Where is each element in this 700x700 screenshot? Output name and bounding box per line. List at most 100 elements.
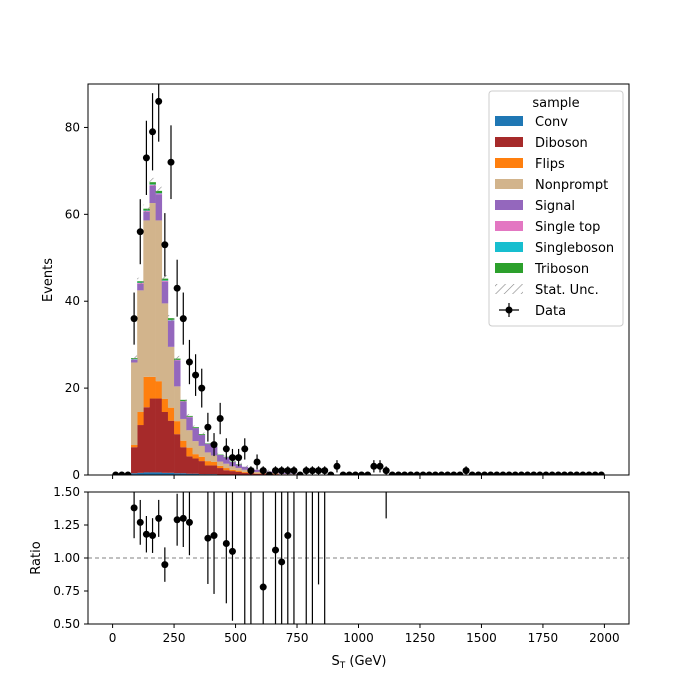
bar-signal bbox=[167, 320, 175, 347]
ratio-y-axis-label: Ratio bbox=[29, 541, 44, 574]
data-point bbox=[136, 228, 144, 236]
bar-flips bbox=[204, 461, 212, 466]
y-tick-label: 60 bbox=[65, 207, 80, 221]
bar-nonprompt bbox=[143, 220, 150, 377]
stat-unc-band bbox=[131, 355, 138, 361]
x-tick-label: 2000 bbox=[589, 631, 620, 645]
data-point bbox=[265, 471, 273, 475]
bar-conv bbox=[180, 473, 187, 475]
ratio-y-tick-label: 1.25 bbox=[53, 518, 80, 532]
data-point bbox=[591, 471, 599, 475]
bar-conv bbox=[192, 473, 199, 475]
data-point bbox=[259, 467, 267, 475]
ratio-point bbox=[204, 534, 212, 542]
stat-unc-band bbox=[204, 441, 211, 446]
data-point bbox=[167, 158, 175, 166]
data-point bbox=[413, 471, 421, 475]
ratio-y-ticks: 0.50 0.75 1.00 1.25 1.50 bbox=[53, 485, 88, 631]
legend-data-marker bbox=[505, 306, 513, 314]
x-tick-label: 250 bbox=[163, 631, 186, 645]
data-point bbox=[185, 358, 193, 366]
ratio-point bbox=[185, 518, 193, 526]
stat-unc-band bbox=[198, 432, 205, 436]
bar-flips bbox=[198, 456, 206, 462]
data-point bbox=[462, 467, 470, 475]
legend-swatch bbox=[495, 158, 523, 168]
bar-nonprompt bbox=[180, 418, 187, 441]
data-point bbox=[284, 467, 292, 475]
stat-unc-band bbox=[253, 468, 261, 472]
ratio-point bbox=[179, 514, 187, 522]
bar-signal bbox=[161, 281, 169, 304]
bar-signal bbox=[137, 283, 144, 291]
bar-nonprompt bbox=[167, 346, 175, 408]
bar-flips bbox=[186, 447, 193, 457]
data-point bbox=[554, 471, 562, 475]
data-point bbox=[345, 471, 353, 475]
bar-nonprompt bbox=[192, 441, 199, 455]
data-point bbox=[419, 471, 427, 475]
bar-flips bbox=[143, 376, 150, 408]
bar-conv bbox=[155, 472, 163, 475]
stacked-histogram bbox=[131, 177, 310, 475]
data-point bbox=[327, 471, 335, 475]
ratio-y-tick-label: 1.50 bbox=[53, 485, 80, 499]
bar-signal bbox=[204, 443, 212, 453]
bar-flips bbox=[223, 468, 230, 471]
legend-title: sample bbox=[532, 96, 579, 111]
ratio-y-tick-label: 0.50 bbox=[53, 617, 80, 631]
data-point bbox=[222, 445, 230, 453]
bar-signal bbox=[149, 185, 156, 204]
bar-diboson bbox=[149, 398, 156, 473]
data-point bbox=[481, 471, 489, 475]
stat-unc-band bbox=[143, 204, 150, 213]
data-point bbox=[370, 462, 378, 470]
x-tick-label: 0 bbox=[109, 631, 117, 645]
bar-diboson bbox=[174, 434, 181, 474]
x-tick-label: 1500 bbox=[466, 631, 497, 645]
legend-label: Signal bbox=[535, 199, 575, 214]
ratio-point bbox=[259, 583, 267, 591]
data-point bbox=[155, 97, 163, 105]
bar-nonprompt bbox=[217, 461, 224, 466]
data-point bbox=[376, 462, 384, 470]
data-point bbox=[567, 471, 575, 475]
legend-swatch bbox=[495, 242, 523, 252]
data-point bbox=[198, 384, 206, 392]
y-tick-label: 20 bbox=[65, 381, 80, 395]
bar-diboson bbox=[155, 398, 163, 473]
data-point bbox=[118, 471, 126, 475]
bar-diboson bbox=[253, 473, 261, 475]
bar-flips bbox=[180, 440, 187, 448]
bar-nonprompt bbox=[149, 203, 156, 377]
bar-flips bbox=[167, 407, 175, 421]
bar-nonprompt bbox=[235, 468, 242, 471]
data-point bbox=[290, 467, 298, 475]
data-point bbox=[216, 415, 224, 423]
data-point bbox=[407, 471, 415, 475]
bar-diboson bbox=[229, 471, 236, 475]
bar-conv bbox=[143, 472, 150, 475]
bar-nonprompt bbox=[223, 463, 230, 469]
x-tick-label: 500 bbox=[224, 631, 247, 645]
bar-diboson bbox=[192, 458, 199, 474]
data-point bbox=[124, 471, 132, 475]
data-point bbox=[444, 471, 452, 475]
x-tick-label: 750 bbox=[286, 631, 309, 645]
stat-unc-band bbox=[174, 355, 181, 362]
data-point bbox=[364, 471, 372, 475]
main-x-ticks bbox=[112, 475, 605, 479]
bar-conv bbox=[131, 473, 138, 475]
data-point bbox=[302, 467, 310, 475]
ratio-point bbox=[142, 530, 150, 538]
data-point bbox=[517, 471, 525, 475]
bar-flips bbox=[155, 381, 163, 399]
legend: sample Conv Diboson Flips Nonprompt Signal Si… bbox=[488, 90, 624, 327]
bar-diboson bbox=[198, 461, 206, 475]
data-point bbox=[247, 467, 255, 475]
bar-nonprompt bbox=[241, 469, 249, 472]
data-point bbox=[253, 458, 261, 466]
bar-flips bbox=[131, 445, 138, 448]
data-point bbox=[308, 467, 316, 475]
bar-flips bbox=[149, 376, 156, 399]
